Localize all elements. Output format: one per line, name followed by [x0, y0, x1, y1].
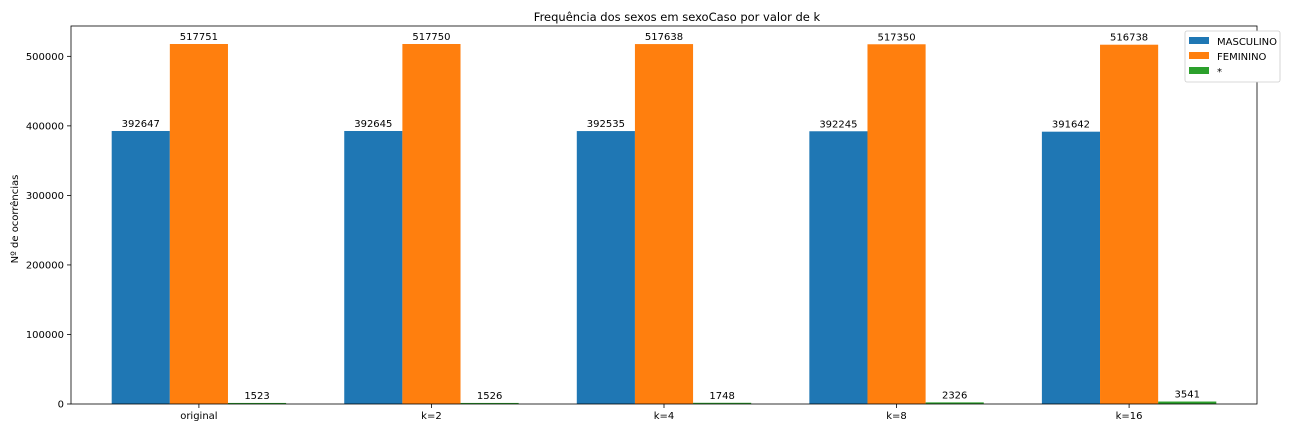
data-label: 392647: [122, 119, 160, 130]
data-label: 391642: [1052, 120, 1090, 131]
bar-asterisk-k4: [693, 402, 752, 404]
bar-masculino-original: [111, 130, 170, 404]
y-tick-label: 300000: [26, 191, 64, 202]
legend-label: MASCULINO: [1217, 37, 1277, 48]
x-tick-label: original: [180, 411, 217, 422]
data-label: 392645: [354, 119, 392, 130]
data-label: 392535: [587, 119, 625, 130]
bar-asterisk-k2: [460, 402, 519, 404]
bar-masculino-k16: [1041, 131, 1101, 404]
data-label: 517350: [877, 32, 915, 43]
y-tick-label: 400000: [26, 121, 64, 132]
data-label: 1523: [244, 391, 269, 402]
y-tick-label: 100000: [26, 330, 64, 341]
plot-frame: [70, 25, 1258, 405]
legend: MASCULINO FEMININO *: [1184, 30, 1281, 83]
legend-swatch: [1189, 37, 1209, 44]
data-label: 2326: [942, 390, 967, 401]
bar-masculino-k8: [809, 131, 868, 404]
legend-swatch: [1189, 52, 1209, 59]
y-axis-ticks: 0 100000 200000 300000 400000 500000: [26, 52, 71, 411]
data-label: 517750: [412, 32, 450, 43]
bar-feminino-k16: [1100, 44, 1159, 404]
bar-feminino-k2: [402, 44, 461, 405]
bar-asterisk-k16: [1158, 401, 1217, 404]
data-label: 1748: [709, 391, 734, 402]
y-tick-label: 0: [58, 400, 64, 411]
legend-label: *: [1217, 67, 1222, 78]
legend-swatch: [1189, 67, 1209, 74]
bar-asterisk-k8: [925, 402, 984, 404]
y-axis-label: Nº de ocorrências: [9, 175, 21, 264]
data-label: 1526: [477, 391, 502, 402]
bars: [111, 44, 1217, 405]
data-label: 517751: [180, 32, 218, 43]
bar-feminino-original: [169, 44, 228, 404]
data-label: 516738: [1110, 33, 1148, 44]
x-tick-label: k=16: [1116, 411, 1143, 422]
bar-feminino-k4: [634, 44, 694, 405]
x-tick-label: k=8: [886, 411, 907, 422]
bar-masculino-k2: [344, 130, 403, 405]
data-labels: 392647 392645 392535 392245 391642 517751 5177…: [122, 32, 1200, 402]
data-label: 517638: [645, 32, 683, 43]
legend-label: FEMININO: [1217, 52, 1267, 63]
chart-title: Frequência dos sexos em sexoCaso por val…: [534, 10, 821, 24]
bar-feminino-k8: [867, 44, 926, 405]
bar-asterisk-original: [227, 402, 287, 404]
x-tick-label: k=2: [421, 411, 442, 422]
data-label: 3541: [1175, 390, 1200, 401]
bar-masculino-k4: [576, 131, 635, 405]
x-axis-ticks: original k=2 k=4 k=8 k=16: [180, 404, 1143, 422]
y-tick-label: 200000: [26, 260, 64, 271]
y-tick-label: 500000: [26, 52, 64, 63]
data-label: 392245: [819, 119, 857, 130]
x-tick-label: k=4: [654, 411, 675, 422]
